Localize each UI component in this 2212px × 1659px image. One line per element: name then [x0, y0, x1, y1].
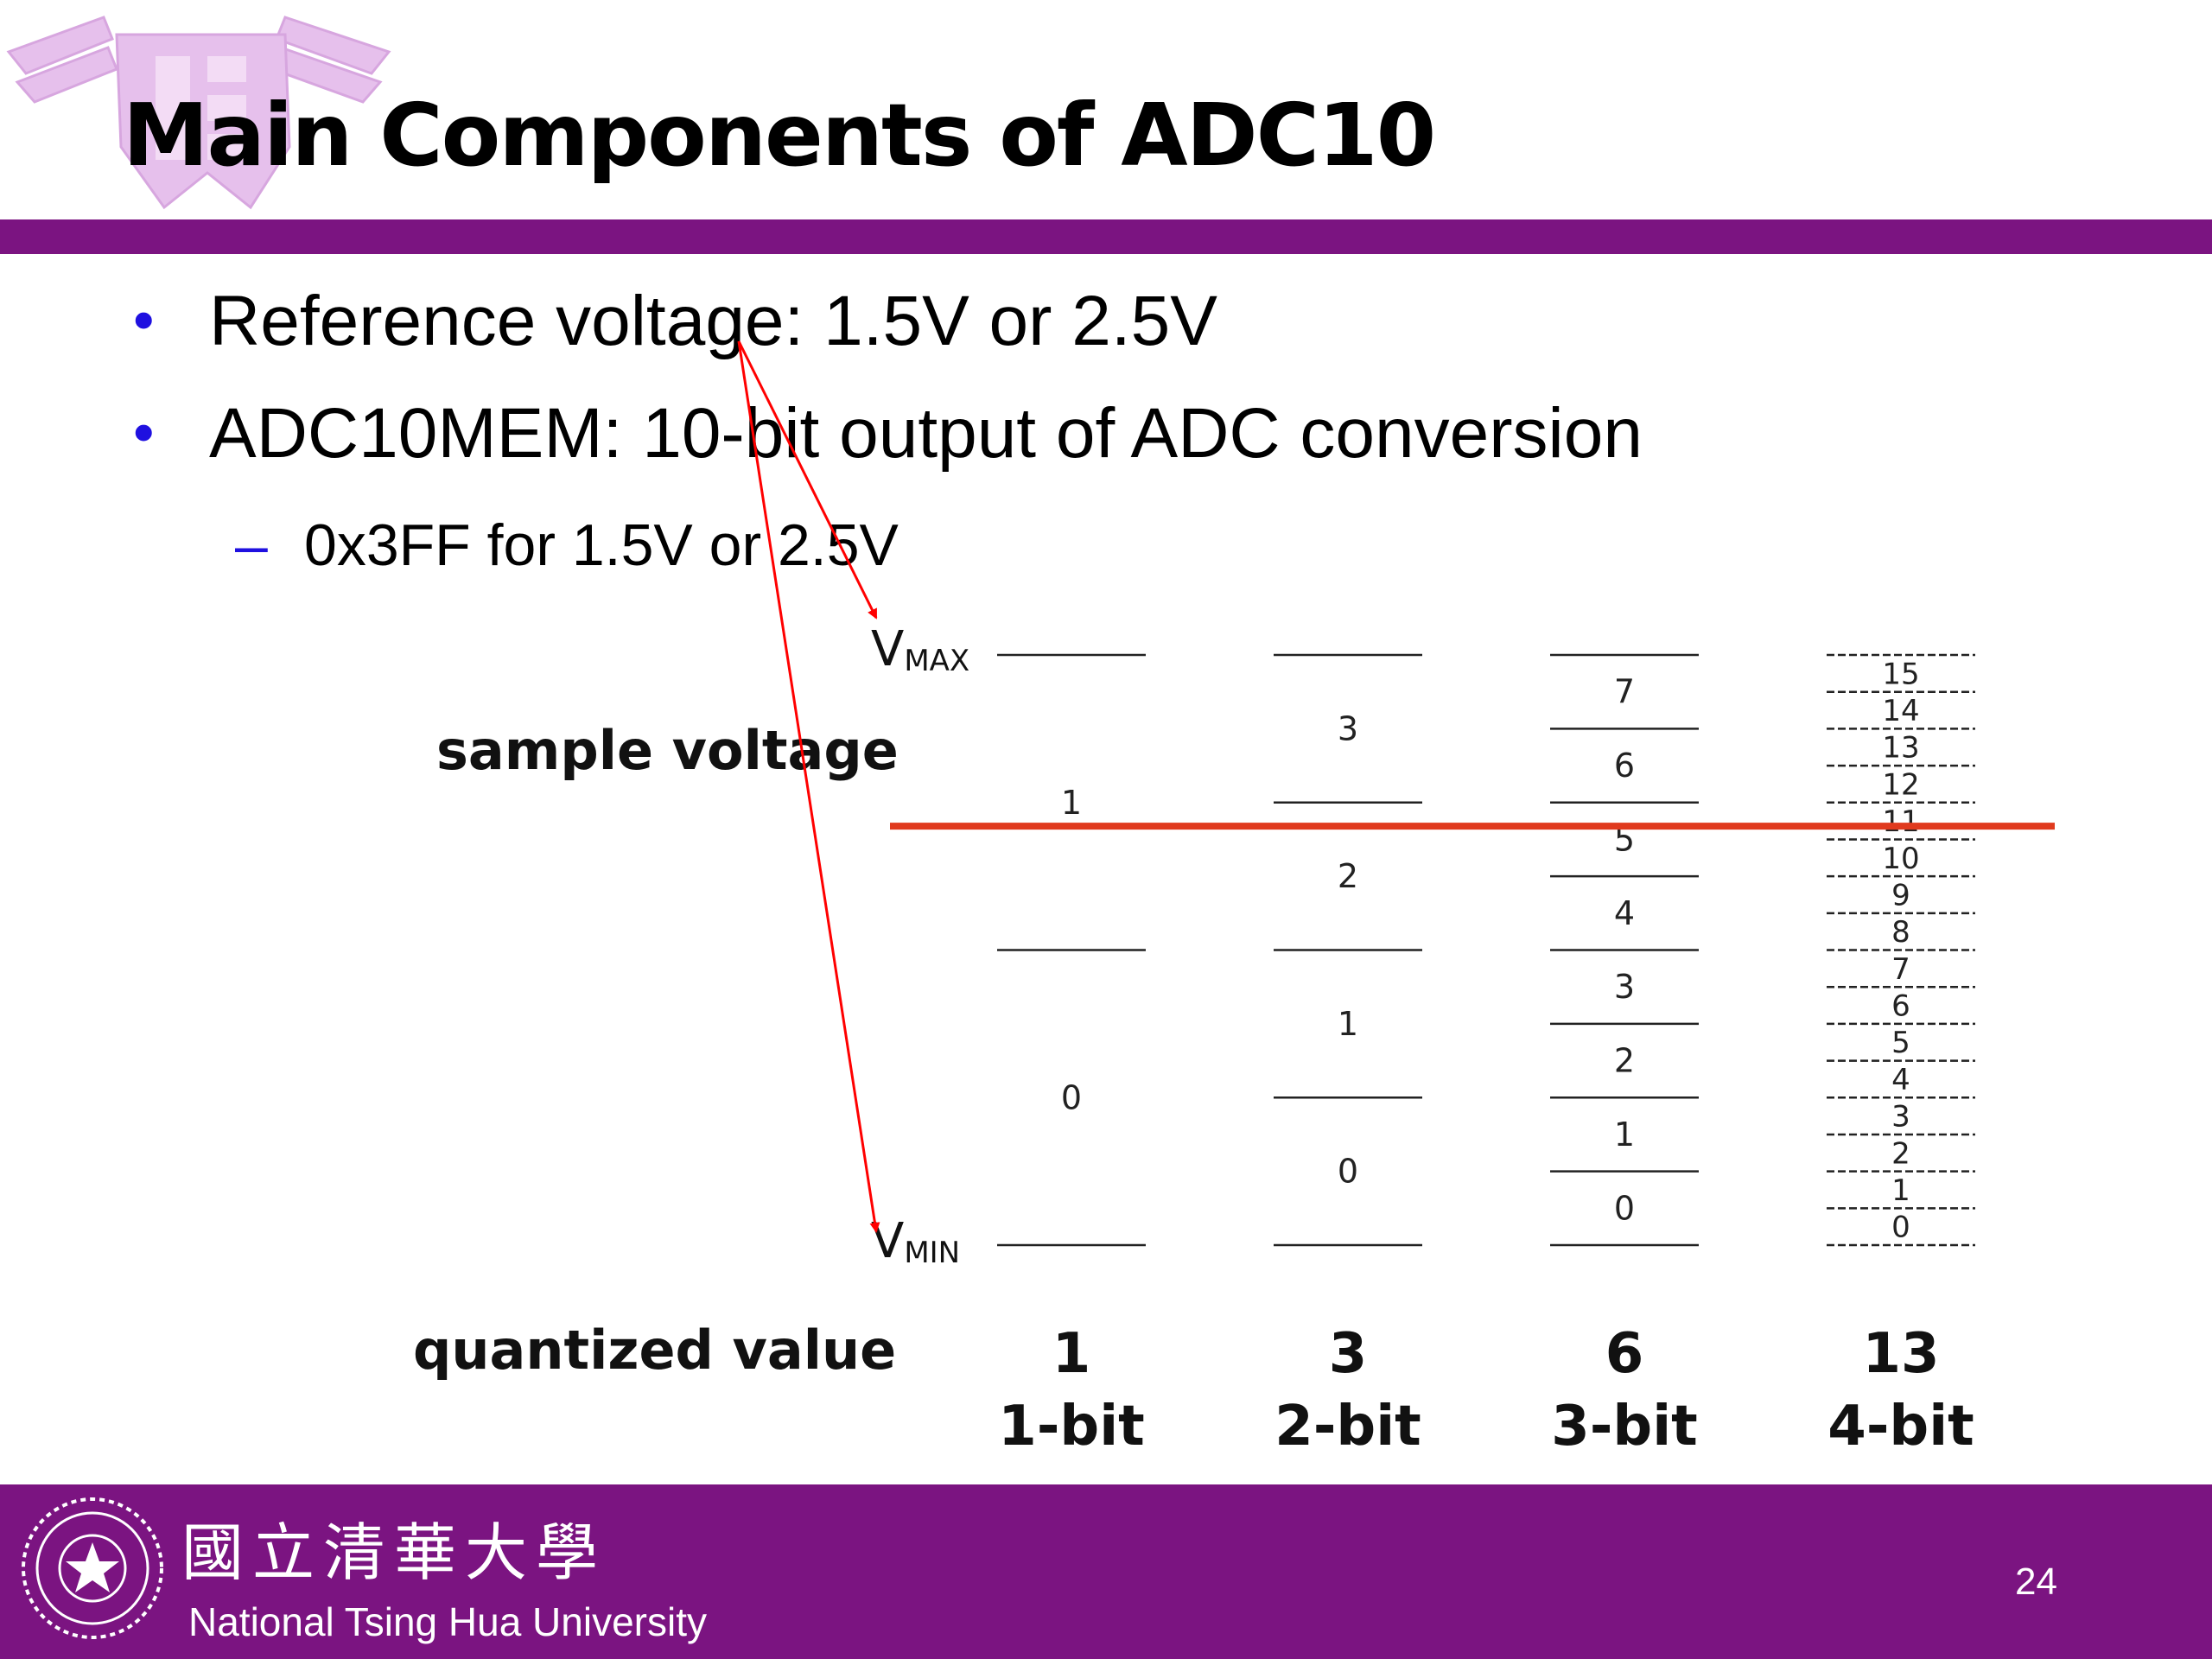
sample-voltage-label: sample voltage: [436, 719, 899, 782]
vmin-label: VMIN: [871, 1213, 960, 1270]
level-code-label: 7: [1891, 952, 1910, 987]
level-code-label: 1: [1338, 1005, 1358, 1043]
level-code-label: 4: [1891, 1063, 1910, 1097]
sub-bullet-text: 0x3FF for 1.5V or 2.5V: [304, 512, 899, 578]
level-code-label: 0: [1614, 1189, 1635, 1227]
title-divider-bar: [0, 219, 2212, 254]
level-code-label: 5: [1891, 1026, 1910, 1060]
level-code-label: 3: [1338, 709, 1358, 747]
level-code-label: 4: [1614, 894, 1635, 932]
level-code-label: 1: [1061, 784, 1082, 822]
level-code-label: 2: [1891, 1136, 1910, 1171]
vmax-label: VMAX: [871, 621, 969, 678]
level-code-label: 1: [1614, 1116, 1635, 1154]
level-code-label: 10: [1882, 842, 1919, 876]
slide-title: Main Components of ADC10: [123, 85, 1436, 186]
bullet-adc10mem: • ADC10MEM: 10-bit output of ADC convers…: [133, 393, 1643, 474]
university-name-english: National Tsing Hua University: [188, 1599, 707, 1644]
level-code-label: 3: [1614, 968, 1635, 1006]
level-code-label: 2: [1338, 857, 1358, 895]
quantizer-columns: 0111-bit012332-bit0123456763-bit01234567…: [997, 653, 1975, 1459]
page-number: 24: [2015, 1560, 2057, 1603]
quantized-value: 1: [1052, 1322, 1091, 1386]
quantized-value-label: quantized value: [413, 1319, 896, 1382]
bullet-text: Reference voltage: 1.5V or 2.5V: [209, 282, 1217, 360]
level-code-label: 0: [1338, 1153, 1358, 1191]
level-code-label: 7: [1614, 673, 1635, 711]
level-code-label: 3: [1891, 1100, 1910, 1135]
university-name-chinese: 國立清華大學: [181, 1516, 607, 1589]
level-code-label: 6: [1891, 989, 1910, 1024]
level-code-label: 12: [1882, 767, 1919, 802]
level-code-label: 6: [1614, 747, 1635, 785]
level-code-label: 0: [1891, 1211, 1910, 1245]
bit-resolution-label: 3-bit: [1551, 1395, 1697, 1459]
level-code-label: 15: [1882, 657, 1919, 691]
level-code-label: 14: [1882, 694, 1919, 728]
dash-bullet-icon: –: [235, 512, 268, 578]
quantized-value: 6: [1605, 1322, 1644, 1386]
bit-resolution-label: 4-bit: [1827, 1395, 1974, 1459]
bullet-dot-icon: •: [133, 286, 155, 353]
sub-bullet-full-scale: – 0x3FF for 1.5V or 2.5V: [235, 512, 899, 579]
level-code-label: 9: [1891, 878, 1910, 912]
nthu-watermark-logo: [6, 16, 391, 210]
footer-bar: [0, 1484, 2212, 1659]
level-code-label: 13: [1882, 731, 1919, 766]
bit-resolution-label: 2-bit: [1274, 1395, 1421, 1459]
arrow-to-vmax: [737, 340, 878, 620]
level-code-label: 1: [1891, 1173, 1910, 1208]
quantized-value: 3: [1329, 1322, 1368, 1386]
bit-resolution-label: 1-bit: [998, 1395, 1144, 1459]
reference-voltage-arrows: [737, 340, 880, 1233]
level-code-label: 0: [1061, 1078, 1082, 1116]
nthu-seal-icon: [22, 1497, 163, 1639]
quantized-value: 13: [1862, 1322, 1939, 1386]
bullet-dot-icon: •: [133, 398, 155, 466]
arrow-to-vmin: [737, 340, 880, 1233]
level-code-label: 11: [1882, 804, 1919, 839]
level-code-label: 2: [1614, 1042, 1635, 1080]
bullet-text: ADC10MEM: 10-bit output of ADC conversio…: [209, 394, 1643, 473]
level-code-label: 8: [1891, 915, 1910, 950]
bullet-reference-voltage: • Reference voltage: 1.5V or 2.5V: [133, 281, 1217, 362]
